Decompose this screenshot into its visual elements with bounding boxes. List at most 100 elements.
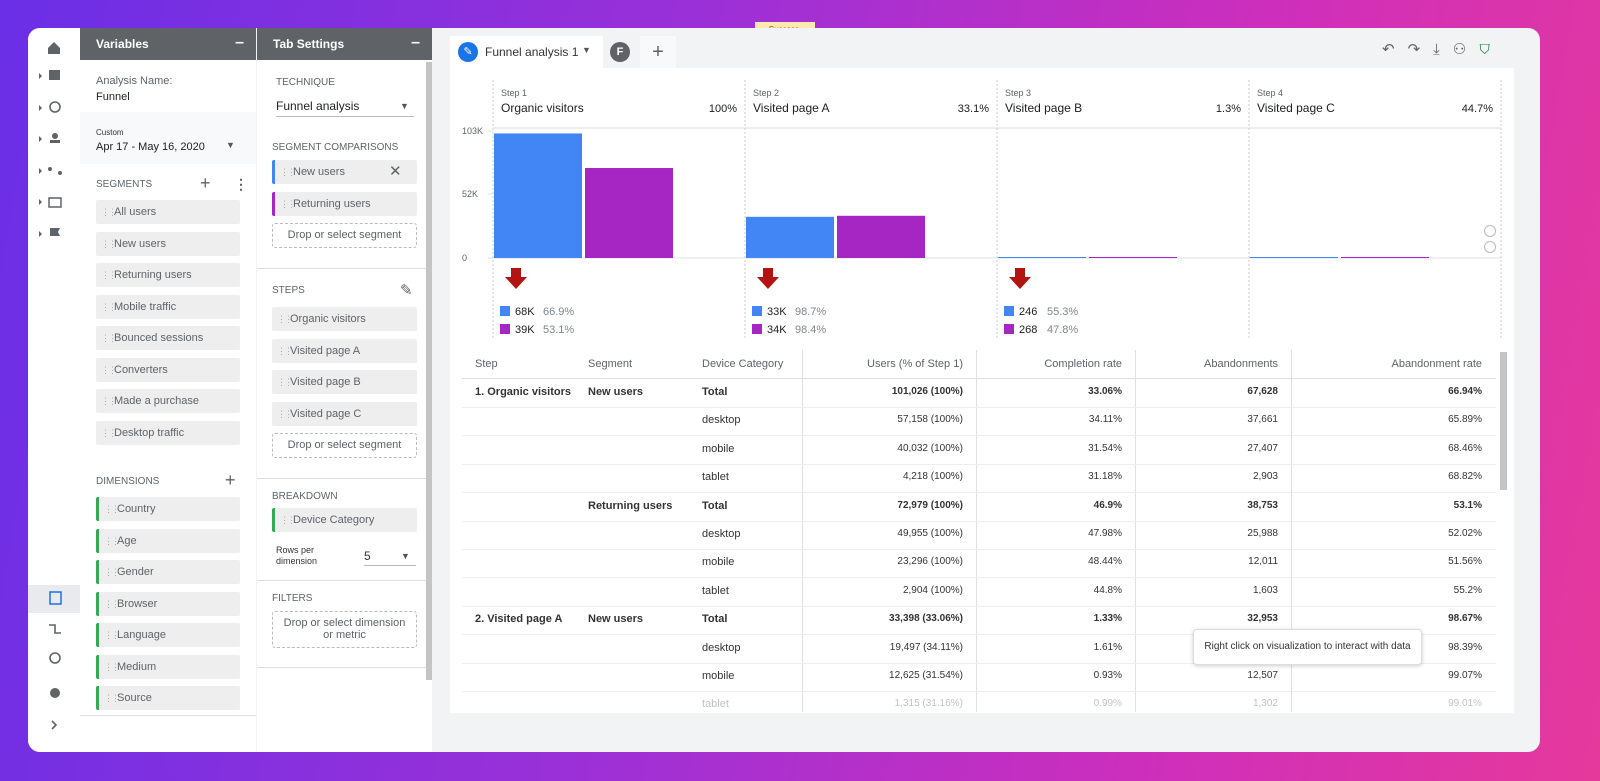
toolbar[interactable]: ↶↷⤓⚇⛉: [1382, 41, 1504, 58]
table-cell: 51.56%: [1448, 556, 1482, 568]
table-cell: 55.2%: [1453, 584, 1482, 596]
rows-value: 5: [364, 549, 416, 566]
avatar[interactable]: F: [610, 42, 630, 62]
dimension-chip: Source: [96, 686, 240, 710]
table-cell: 1.61%: [1093, 641, 1122, 653]
row-line: [462, 435, 1496, 437]
table-cell: 34.11%: [1088, 414, 1122, 426]
rail-icons: [48, 70, 62, 239]
divider: [257, 478, 426, 479]
section-title: SEGMENTS: [96, 179, 153, 190]
y-tick-label: 0: [462, 253, 467, 263]
table-cell: 31.18%: [1088, 471, 1122, 483]
divider: [257, 667, 426, 668]
funnel-table: Step Segment Device Category Users (% of St…: [450, 350, 1514, 712]
date-box[interactable]: [80, 112, 256, 164]
row-line: [462, 634, 1496, 636]
collapse[interactable]: –: [411, 34, 420, 51]
table-cell: 1,315 (31.16%): [894, 698, 963, 710]
legend-swatch: [1004, 306, 1014, 316]
table-cell: Total: [702, 499, 728, 512]
divider: [257, 580, 426, 581]
table-cell: 23,296 (100%): [897, 556, 963, 568]
y-tick-label: 52K: [462, 189, 478, 199]
breakdown-chip: Device Category: [272, 508, 417, 532]
funnel-chart[interactable]: 103K 52K 0 Step 1 Organic visitors 100% Step 2…: [450, 68, 1514, 348]
add-tab[interactable]: +: [640, 36, 676, 68]
flow-icon[interactable]: [49, 624, 61, 634]
table-cell: 1,302: [1252, 698, 1278, 710]
settings-icon[interactable]: [50, 688, 60, 698]
nav-rail: [28, 28, 80, 752]
table-cell: 49,955 (100%): [897, 528, 963, 539]
explore-icon[interactable]: [49, 591, 62, 605]
step-rate: 1.3%: [1216, 103, 1241, 115]
scrollbar: [426, 62, 432, 680]
dropdown: ▼: [401, 551, 410, 561]
step-rate: 33.1%: [958, 103, 989, 115]
dropdown: ▼: [400, 101, 409, 111]
zoom-in[interactable]: [1484, 225, 1496, 237]
row-line: [462, 549, 1496, 550]
bar: [1089, 257, 1177, 258]
legend-swatch: [1004, 324, 1014, 334]
section-title: DIMENSIONS: [96, 476, 160, 487]
tab-name[interactable]: Funnel analysis 1: [485, 45, 579, 59]
bar: [585, 168, 673, 258]
table-cell: tablet: [702, 698, 729, 711]
section-title: TECHNIQUE: [276, 77, 335, 88]
rows-label: Rows per dimension: [276, 545, 318, 566]
drop-zone: Drop or select segment: [272, 433, 417, 458]
step-chip: Visited page B: [272, 370, 417, 394]
table-cell: 68.46%: [1448, 442, 1482, 454]
table-cell: 52.02%: [1448, 528, 1482, 539]
table-cell: 31.54%: [1088, 442, 1122, 454]
step-name: Visited page A: [753, 101, 830, 115]
table-cell: 47.98%: [1088, 528, 1122, 539]
column-divider: [1135, 350, 1136, 712]
segment-chip: Bounced sessions: [96, 326, 240, 350]
drop-zone: Drop or select dimension or metric: [272, 611, 417, 648]
tab[interactable]: ✎ Funnel analysis 1 ▼: [450, 36, 603, 68]
table-cell: 2. Visited page A: [475, 613, 563, 626]
row-line: [462, 520, 1496, 522]
dropoff-rate: 53.1%: [543, 324, 574, 336]
row-line: [462, 691, 1496, 692]
tab-menu[interactable]: ▼: [582, 45, 591, 55]
step-label: Step 4: [1257, 88, 1283, 98]
dropoff-arrow: [505, 268, 527, 289]
table-cell: 19,497 (34.11%): [889, 641, 963, 653]
table-cell: desktop: [702, 641, 741, 654]
column-header: Segment: [588, 358, 633, 370]
step-label: Step 3: [1005, 88, 1031, 98]
insights-icon[interactable]: [49, 652, 61, 664]
dimension-chip: Age: [96, 528, 240, 553]
table-cell: 66.94%: [1448, 386, 1482, 397]
edit-icon[interactable]: ✎: [458, 42, 478, 62]
variables-title: Variables: [96, 37, 149, 51]
dropoff-arrow: [1009, 268, 1031, 289]
collapse[interactable]: –: [235, 34, 244, 51]
expand-icon[interactable]: [51, 720, 58, 730]
nav-icons: [28, 42, 80, 730]
tab-settings-header: Tab Settings –: [257, 28, 432, 60]
section-title: BREAKDOWN: [272, 491, 338, 502]
zoom-out[interactable]: [1484, 241, 1496, 253]
table-cell: 2,903: [1252, 471, 1278, 483]
table-cell: 101,026 (100%): [891, 386, 963, 397]
column-header: Step: [475, 358, 498, 370]
dropoff-rate: 47.8%: [1047, 324, 1078, 336]
bar: [998, 257, 1086, 258]
table-cell: 2,904 (100%): [902, 584, 963, 596]
column-header: Abandonment rate: [1391, 358, 1482, 370]
table-cell: 27,407: [1247, 442, 1278, 454]
table-cell: 0.99%: [1093, 698, 1122, 710]
technique: Funnel analysis: [276, 99, 414, 117]
dropoff-rate: 66.9%: [543, 306, 574, 318]
table-cell: desktop: [702, 528, 741, 540]
divider: [80, 715, 256, 716]
table-cell: 1.33%: [1093, 613, 1122, 625]
segment-chip: New users: [96, 231, 240, 256]
dropoff-label: 68K: [515, 306, 535, 318]
